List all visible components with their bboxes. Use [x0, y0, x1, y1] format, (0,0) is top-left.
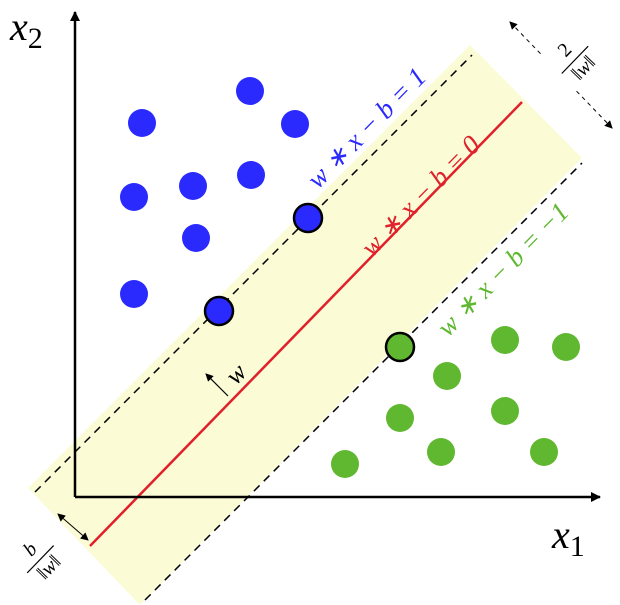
normal-vector [205, 373, 229, 397]
hyperplane [89, 101, 523, 547]
margin-fraction: 2 ‖w‖ [538, 23, 607, 92]
class-b-points [331, 326, 580, 478]
offset-fraction: b ‖w‖ [19, 538, 66, 584]
offset-numerator: b [19, 538, 42, 560]
y-axis-subscript: 2 [28, 22, 43, 55]
class-a-points [120, 77, 324, 327]
x-axis-subscript: 1 [570, 530, 585, 563]
x-axis-symbol: x [551, 512, 570, 557]
y-axis-symbol: x [9, 4, 28, 49]
x-axis-label: x1 [551, 512, 585, 563]
lower-margin [144, 162, 583, 601]
offset-arrow [57, 513, 89, 541]
y-axis-label: x2 [9, 4, 43, 55]
upper-margin [34, 54, 473, 493]
